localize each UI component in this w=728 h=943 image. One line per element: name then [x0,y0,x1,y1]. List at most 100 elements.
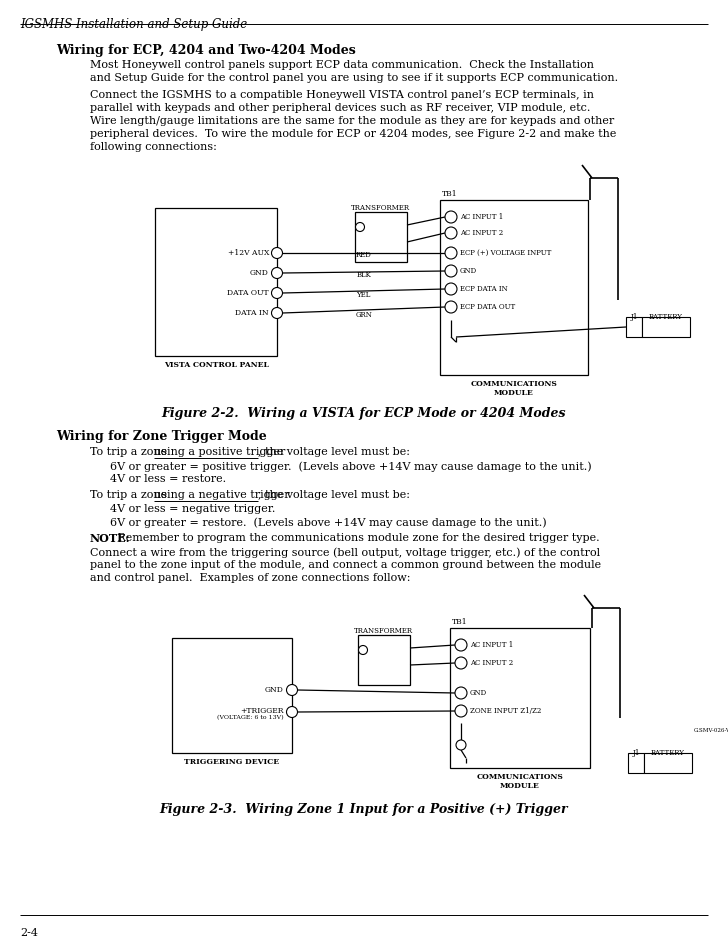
Circle shape [287,685,298,696]
Text: ZONE INPUT Z1/Z2: ZONE INPUT Z1/Z2 [470,707,542,715]
Text: 6V or greater = restore.  (Levels above +14V may cause damage to the unit.): 6V or greater = restore. (Levels above +… [110,517,547,527]
Text: using a negative trigger: using a negative trigger [154,490,290,500]
Circle shape [445,211,457,223]
Text: G.SMV-026-V5: G.SMV-026-V5 [694,728,728,733]
Text: ECP DATA IN: ECP DATA IN [460,285,507,293]
Text: following connections:: following connections: [90,142,217,152]
Circle shape [455,639,467,651]
Text: Connect a wire from the triggering source (bell output, voltage trigger, etc.) o: Connect a wire from the triggering sourc… [90,547,600,557]
Text: YEL: YEL [357,291,371,299]
Bar [642,317,690,337]
Text: 4: 4 [449,266,453,271]
Bar [355,212,407,262]
Circle shape [272,288,282,299]
Text: ECP DATA OUT: ECP DATA OUT [460,303,515,311]
Text: GRN: GRN [355,311,372,319]
Circle shape [445,227,457,239]
Text: Figure 2-3.  Wiring Zone 1 Input for a Positive (+) Trigger: Figure 2-3. Wiring Zone 1 Input for a Po… [159,803,569,816]
Text: 6V or greater = positive trigger.  (Levels above +14V may cause damage to the un: 6V or greater = positive trigger. (Level… [110,461,592,472]
Text: peripheral devices.  To wire the module for ECP or 4204 modes, see Figure 2-2 an: peripheral devices. To wire the module f… [90,129,617,139]
Text: 4: 4 [459,706,463,711]
Text: GND: GND [250,269,269,277]
Text: 2-4: 2-4 [20,928,38,938]
Text: 5: 5 [449,284,453,289]
Text: 3: 3 [449,248,453,253]
Text: 6: 6 [449,302,453,307]
Circle shape [287,706,298,718]
Text: DATA IN: DATA IN [235,309,269,317]
Text: COMMUNICATIONS: COMMUNICATIONS [470,380,558,388]
Text: TB1: TB1 [442,190,458,198]
Text: VISTA CONTROL PANEL: VISTA CONTROL PANEL [164,361,269,369]
Text: NOTE:: NOTE: [90,533,130,544]
Text: Wiring for ECP, 4204 and Two-4204 Modes: Wiring for ECP, 4204 and Two-4204 Modes [56,44,356,57]
Text: 4V or less = negative trigger.: 4V or less = negative trigger. [110,504,275,514]
Text: J1: J1 [633,749,640,757]
Text: Figure 2-2.  Wiring a VISTA for ECP Mode or 4204 Modes: Figure 2-2. Wiring a VISTA for ECP Mode … [162,407,566,420]
Bar [644,753,692,773]
Text: Most Honeywell control panels support ECP data communication.  Check the Install: Most Honeywell control panels support EC… [90,60,594,70]
Text: MODULE: MODULE [500,782,540,790]
Text: GND: GND [265,686,284,694]
Bar [155,208,277,356]
Bar [440,200,588,375]
Text: (VOLTAGE: 6 to 13V): (VOLTAGE: 6 to 13V) [218,715,284,720]
Circle shape [272,307,282,319]
Circle shape [455,705,467,717]
Circle shape [355,223,365,231]
Text: , the voltage level must be:: , the voltage level must be: [258,447,410,457]
Text: using a positive trigger: using a positive trigger [154,447,286,457]
Text: IGSMHS Installation and Setup Guide: IGSMHS Installation and Setup Guide [20,18,248,31]
Bar [450,628,590,768]
Text: TRIGGERING DEVICE: TRIGGERING DEVICE [184,758,280,766]
Circle shape [272,268,282,278]
Text: AC INPUT 2: AC INPUT 2 [460,229,503,237]
Text: Wire length/gauge limitations are the same for the module as they are for keypad: Wire length/gauge limitations are the sa… [90,116,614,126]
Text: AC INPUT 1: AC INPUT 1 [460,213,503,221]
Bar [172,638,292,753]
Text: and control panel.  Examples of zone connections follow:: and control panel. Examples of zone conn… [90,573,411,583]
Circle shape [445,247,457,259]
Text: To trip a zone: To trip a zone [90,447,170,457]
Circle shape [445,265,457,277]
Bar [628,753,644,773]
Text: AC INPUT 1: AC INPUT 1 [470,641,513,649]
Circle shape [455,687,467,699]
Text: BATTERY: BATTERY [651,749,685,757]
Text: and Setup Guide for the control panel you are using to see if it supports ECP co: and Setup Guide for the control panel yo… [90,73,618,83]
Text: GND: GND [470,689,487,697]
Text: +12V AUX: +12V AUX [228,249,269,257]
Text: AC INPUT 2: AC INPUT 2 [470,659,513,667]
Circle shape [272,247,282,258]
Text: DATA OUT: DATA OUT [227,289,269,297]
Circle shape [455,657,467,669]
Text: parallel with keypads and other peripheral devices such as RF receiver, VIP modu: parallel with keypads and other peripher… [90,103,590,113]
Text: panel to the zone input of the module, and connect a common ground between the m: panel to the zone input of the module, a… [90,560,601,570]
Text: TRANSFORMER: TRANSFORMER [355,627,414,635]
Text: 1: 1 [459,640,463,645]
Text: Wiring for Zone Trigger Mode: Wiring for Zone Trigger Mode [56,430,266,443]
Text: 2: 2 [459,658,463,663]
Text: To trip a zone: To trip a zone [90,490,170,500]
Text: Connect the IGSMHS to a compatible Honeywell VISTA control panel’s ECP terminals: Connect the IGSMHS to a compatible Honey… [90,90,594,100]
Text: TRANSFORMER: TRANSFORMER [352,204,411,212]
Text: MODULE: MODULE [494,389,534,397]
Text: +TRIGGER: +TRIGGER [240,707,284,715]
Text: 3: 3 [459,688,463,693]
Text: BLK: BLK [356,271,371,279]
Text: , the voltage level must be:: , the voltage level must be: [258,490,410,500]
Text: RED: RED [356,251,371,259]
Bar [358,635,410,685]
Circle shape [445,301,457,313]
Text: 4V or less = restore.: 4V or less = restore. [110,474,226,484]
Circle shape [445,283,457,295]
Text: ECP (+) VOLTAGE INPUT: ECP (+) VOLTAGE INPUT [460,249,551,257]
Text: GND: GND [460,267,477,275]
Text: BATTERY: BATTERY [649,313,683,321]
Text: 1: 1 [449,212,453,217]
Text: 2: 2 [449,228,453,233]
Text: TB1: TB1 [452,618,467,626]
Bar [626,317,642,337]
Text: J1: J1 [630,313,638,321]
Circle shape [358,646,368,654]
